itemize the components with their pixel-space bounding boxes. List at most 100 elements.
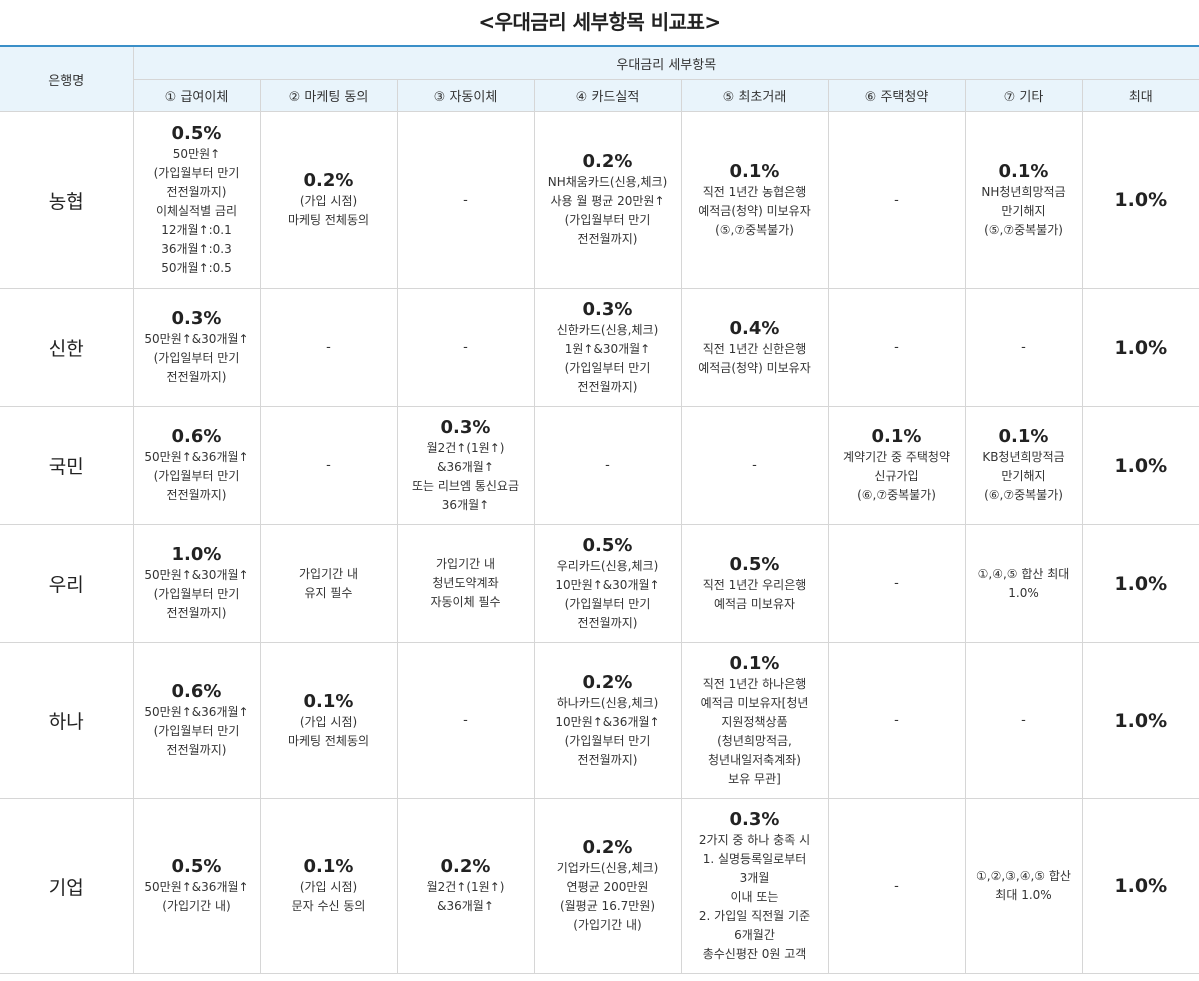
condition-line: 12개월↑:0.1: [161, 222, 232, 237]
empty-dash: -: [463, 340, 468, 355]
rate-value: 0.1%: [303, 856, 354, 877]
condition-line: 6개월간: [734, 927, 775, 942]
empty-dash: -: [894, 713, 899, 728]
cell-salary-transfer: 0.6% 50만원↑&36개월↑ (가입월부터 만기 전전월까지): [132, 642, 261, 799]
condition-line: 1원↑&30개월↑: [564, 341, 651, 356]
condition-line: 전전월까지): [166, 488, 227, 502]
header-other: ⑦ 기타: [964, 79, 1083, 112]
cell-marketing-consent: 가입기간 내 유지 필수: [259, 524, 398, 643]
condition-line: 직전 1년간 우리은행: [702, 577, 807, 592]
condition-line: 2. 가입일 직전월 기준: [698, 908, 811, 923]
condition-line: 36개월↑:0.3: [161, 241, 232, 256]
condition-line: 우리카드(신용,체크): [556, 558, 659, 573]
table-row: 기업 0.5% 50만원↑&36개월↑ (가입기간 내) 0.1% (가입 시점) 문자 수…: [0, 798, 1199, 974]
cell-auto-transfer: -: [396, 288, 535, 407]
empty-dash: -: [894, 576, 899, 591]
condition-line: (가입월부터 만기: [564, 596, 651, 611]
condition-line: (가입일부터 만기: [564, 360, 651, 375]
condition-line: 만기해지: [1001, 469, 1046, 483]
bank-name: 신한: [0, 288, 134, 407]
header-max: 최대: [1081, 79, 1199, 112]
condition-line: (⑤,⑦중복불가): [715, 222, 794, 237]
max-rate: 1.0%: [1081, 288, 1199, 407]
condition-line: 월2건↑(1원↑): [426, 880, 505, 894]
cell-card-usage: -: [533, 406, 682, 525]
cell-card-usage: 0.3% 신한카드(신용,체크) 1원↑&30개월↑ (가입일부터 만기 전전월까지): [533, 288, 682, 407]
cell-other: ①,④,⑤ 합산 최대 1.0%: [964, 524, 1083, 643]
cell-salary-transfer: 0.6% 50만원↑&36개월↑ (가입월부터 만기 전전월까지): [132, 406, 261, 525]
table-row: 우리 1.0% 50만원↑&30개월↑ (가입월부터 만기 전전월까지) 가입기간 내 유지…: [0, 524, 1199, 643]
cell-first-transaction: 0.3% 2가지 중 하나 충족 시 1. 실명등록일로부터 3개월 이내 또는 2. 가…: [680, 798, 829, 974]
condition-line: 예적금(청약) 미보유자: [698, 360, 811, 375]
table-row: 하나 0.6% 50만원↑&36개월↑ (가입월부터 만기 전전월까지) 0.1% (가입 …: [0, 642, 1199, 799]
condition-line: 직전 1년간 농협은행: [702, 184, 807, 199]
cell-salary-transfer: 1.0% 50만원↑&30개월↑ (가입월부터 만기 전전월까지): [132, 524, 261, 643]
condition-line: (가입월부터 만기: [153, 587, 240, 601]
empty-dash: -: [463, 192, 468, 208]
max-rate: 1.0%: [1081, 798, 1199, 974]
condition-line: 만기해지: [1001, 203, 1046, 218]
cell-card-usage: 0.5% 우리카드(신용,체크) 10만원↑&30개월↑ (가입월부터 만기 전전월까지…: [533, 524, 682, 643]
rate-value: 0.1%: [998, 160, 1049, 182]
bank-name: 국민: [0, 406, 134, 525]
rate-value: 0.3%: [729, 808, 780, 830]
rate-value: 0.1%: [729, 160, 780, 182]
cell-other: ①,②,③,④,⑤ 합산 최대 1.0%: [964, 798, 1083, 974]
cell-housing-subscription: -: [827, 524, 966, 643]
bank-name: 하나: [0, 642, 134, 799]
condition-line: (가입월부터 만기: [564, 733, 651, 748]
condition-line: 하나카드(신용,체크): [556, 695, 659, 710]
condition-line: 전전월까지): [577, 232, 638, 246]
cell-other: 0.1% NH청년희망적금 만기해지 (⑤,⑦중복불가): [964, 111, 1083, 289]
condition-line: 기업카드(신용,체크): [556, 861, 659, 875]
condition-line: 50만원↑&30개월↑: [144, 568, 249, 582]
condition-line: 또는 리브엠 통신요금: [412, 478, 519, 493]
cell-other: 0.1% KB청년희망적금 만기해지 (⑥,⑦중복불가): [964, 406, 1083, 525]
rate-value: 0.3%: [582, 298, 633, 320]
condition-line: 자동이체 필수: [430, 595, 501, 609]
condition-line: 청년내일저축계좌): [707, 752, 801, 767]
condition-line: 직전 1년간 신한은행: [702, 341, 807, 356]
condition-line: 청년도약계좌: [432, 576, 499, 590]
header-salary-transfer: ① 급여이체: [133, 79, 261, 112]
cell-first-transaction: -: [680, 406, 829, 525]
condition-line: 직전 1년간 하나은행: [702, 676, 807, 691]
header-bank: 은행명: [0, 45, 134, 112]
cell-housing-subscription: -: [827, 642, 966, 799]
condition-line: (가입 시점): [299, 880, 358, 894]
condition-line: 사용 월 평균 20만원↑: [550, 194, 665, 208]
table-row: 농협 0.5% 50만원↑ (가입월부터 만기 전전월까지) 이체실적별 금리 12개월↑:…: [0, 111, 1199, 289]
cell-auto-transfer: 0.2% 월2건↑(1원↑) &36개월↑: [396, 798, 535, 974]
condition-line: 유지 필수: [304, 585, 353, 600]
max-rate: 1.0%: [1081, 524, 1199, 643]
condition-line: (청년희망적금,: [717, 733, 792, 748]
bank-name: 우리: [0, 524, 134, 643]
table-row: 국민 0.6% 50만원↑&36개월↑ (가입월부터 만기 전전월까지) - 0.3% 월2건…: [0, 406, 1199, 525]
condition-line: 이내 또는: [730, 889, 779, 904]
max-rate: 1.0%: [1081, 406, 1199, 525]
cell-salary-transfer: 0.5% 50만원↑&36개월↑ (가입기간 내): [132, 798, 261, 974]
rate-value: 0.3%: [440, 416, 491, 438]
condition-line: NH채움카드(신용,체크): [547, 175, 668, 189]
condition-line: 마케팅 전체동의: [287, 733, 370, 748]
cell-card-usage: 0.2% 하나카드(신용,체크) 10만원↑&36개월↑ (가입월부터 만기 전전월까지…: [533, 642, 682, 799]
header-marketing-consent: ② 마케팅 동의: [259, 79, 398, 112]
condition-line: 10만원↑&30개월↑: [555, 577, 660, 592]
cell-card-usage: 0.2% 기업카드(신용,체크) 연평균 200만원 (월평균 16.7만원) (가입기…: [533, 798, 682, 974]
condition-line: (가입일부터 만기: [153, 351, 240, 365]
cell-auto-transfer: -: [396, 642, 535, 799]
condition-line: KB청년희망적금: [982, 450, 1065, 464]
condition-line: (가입 시점): [299, 714, 358, 729]
condition-line: (⑤,⑦중복불가): [984, 222, 1063, 237]
condition-line: 계약기간 중 주택청약: [843, 450, 950, 464]
page-title: <우대금리 세부항목 비교표>: [478, 10, 721, 34]
condition-line: 전전월까지): [166, 743, 227, 757]
cell-first-transaction: 0.1% 직전 1년간 농협은행 예적금(청약) 미보유자 (⑤,⑦중복불가): [680, 111, 829, 289]
rate-value: 0.5%: [729, 553, 780, 575]
rate-value: 0.5%: [171, 122, 222, 144]
condition-line: 50만원↑&36개월↑: [144, 705, 249, 719]
empty-dash: -: [326, 340, 331, 355]
cell-salary-transfer: 0.5% 50만원↑ (가입월부터 만기 전전월까지) 이체실적별 금리 12개월↑:0.…: [132, 111, 261, 289]
condition-line: 전전월까지): [166, 370, 227, 384]
condition-line: 50만원↑&30개월↑: [144, 332, 249, 346]
